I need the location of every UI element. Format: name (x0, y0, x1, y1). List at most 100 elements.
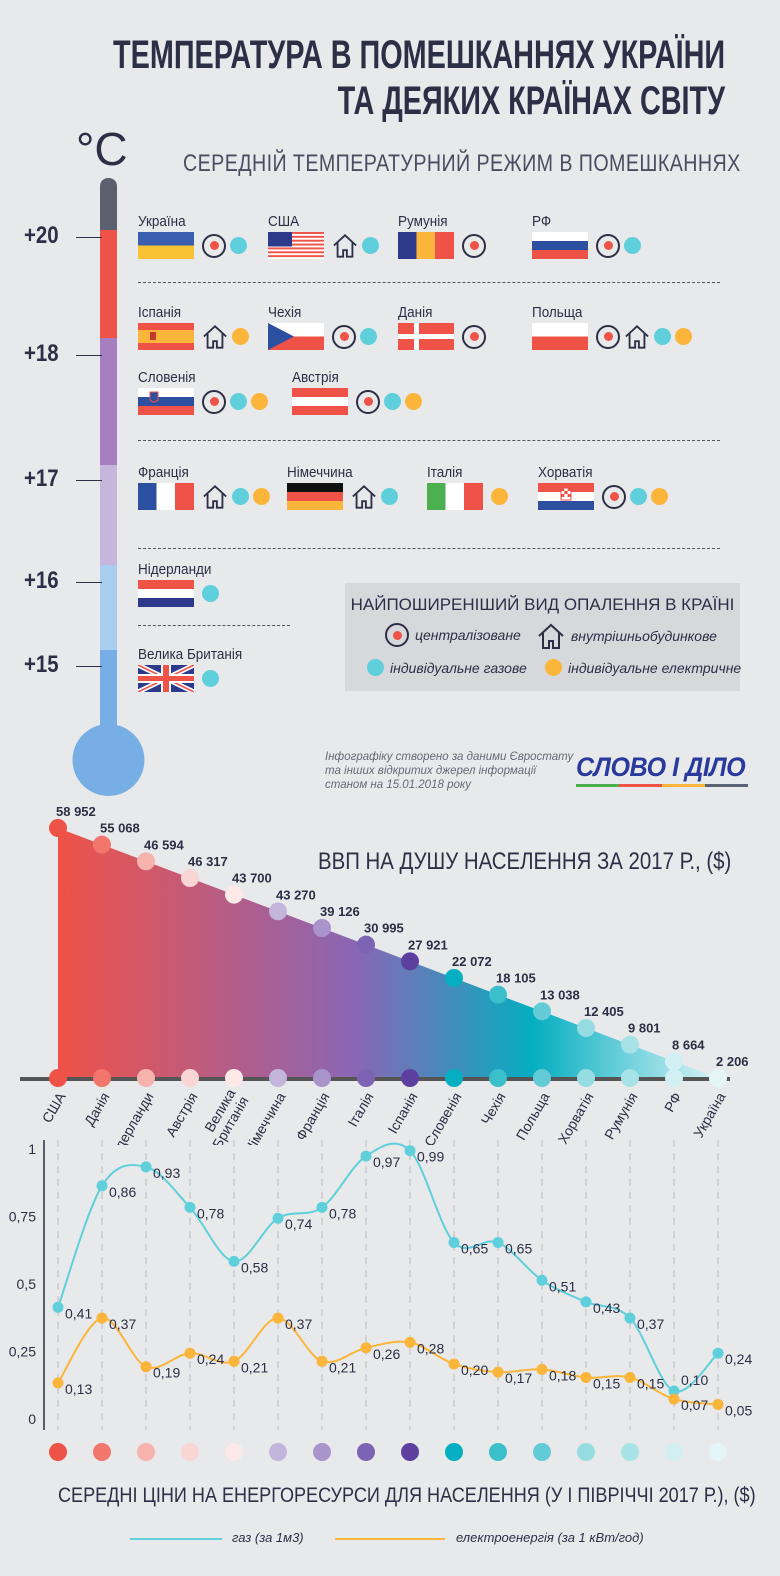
electric-heating-icon (232, 328, 249, 345)
country-entry: Польща (532, 305, 692, 350)
gdp-value-label: 55 068 (100, 821, 140, 836)
title-line-1: ТЕМПЕРАТУРА В ПОМЕШКАННЯХ УКРАЇНИ (112, 33, 725, 77)
divider (138, 440, 720, 441)
country-name: Австрія (292, 369, 339, 386)
country-dot (401, 1443, 419, 1461)
gdp-point (533, 1002, 551, 1021)
data-label: 0,43 (593, 1300, 620, 1316)
house-icon (333, 234, 357, 258)
gdp-category-label: Україна (690, 1089, 729, 1140)
temperature-tick (76, 355, 102, 356)
country-name: Хорватія (538, 464, 593, 481)
gdp-baseline (20, 1077, 730, 1081)
data-point (52, 1301, 64, 1313)
heating-legend: НАЙПОШИРЕНІШИЙ ВИД ОПАЛЕННЯ В КРАЇНІ цен… (345, 583, 741, 691)
flag-si-icon (138, 388, 194, 415)
temperature-label: +17 (24, 465, 59, 492)
country-entry: Словенія (138, 370, 268, 415)
data-point (404, 1336, 416, 1348)
data-label: 0,21 (329, 1359, 356, 1375)
house-icon (203, 325, 227, 349)
gdp-category-label: Австрія (162, 1090, 200, 1140)
note-line-2: та інших відкритих джерел інформації (325, 765, 536, 777)
legend-gas-line (130, 1538, 222, 1540)
gdp-value-label: 18 105 (496, 971, 536, 986)
gdp-value-label: 30 995 (364, 921, 404, 936)
gdp-base-dot (665, 1069, 683, 1087)
data-label: 0,15 (593, 1376, 620, 1392)
data-point (448, 1237, 460, 1248)
data-point (624, 1312, 636, 1324)
gas-heating-icon (202, 670, 219, 687)
gdp-point (225, 885, 243, 904)
central-heating-icon (602, 484, 626, 509)
gdp-point (401, 952, 419, 971)
central-heating-icon (385, 623, 409, 647)
country-name: Словенія (138, 369, 196, 386)
source-note: Інфографіку створено за даними Євростату… (325, 750, 573, 792)
country-entry: Данія (398, 305, 486, 350)
gas-heating-icon (360, 328, 377, 345)
country-dot (533, 1443, 551, 1461)
country-entry: Нідерланди (138, 562, 220, 607)
country-name: РФ (532, 213, 552, 230)
gdp-category-label: Хорватія (554, 1090, 596, 1146)
data-label: 0,65 (505, 1241, 532, 1257)
data-point (580, 1372, 592, 1383)
temperature-label: +20 (24, 222, 59, 249)
country-entry: Італія (427, 465, 508, 510)
data-point (360, 1342, 372, 1354)
prices-chart: 0 0,25 0,5 0,75 1 0,41 0,86 0,93 0,78 0,58 0,74 0,7… (9, 1140, 752, 1461)
gdp-value-label: 46 317 (188, 854, 228, 869)
data-point (536, 1274, 548, 1286)
gdp-value-label: 8 664 (672, 1037, 705, 1052)
gas-heating-icon (230, 237, 247, 254)
subtitle: СЕРЕДНІЙ ТЕМПЕРАТУРНИЙ РЕЖИМ В ПОМЕШКАНН… (183, 150, 741, 177)
data-point (96, 1312, 108, 1324)
country-name: Франція (138, 464, 189, 481)
gdp-base-dot (621, 1069, 639, 1087)
prices-chart-title: СЕРЕДНІ ЦІНИ НА ЕНЕРГОРЕСУРСИ ДЛЯ НАСЕЛЕ… (58, 1484, 756, 1507)
flag-cz-icon (268, 323, 324, 350)
data-point (140, 1361, 152, 1373)
country-dot (137, 1443, 155, 1461)
gas-heating-icon (232, 488, 249, 505)
gas-heating-icon (230, 393, 247, 410)
electric-heating-icon (405, 393, 422, 410)
gdp-base-dot (49, 1069, 67, 1087)
data-label: 0,41 (65, 1305, 92, 1321)
legend-central: централізоване (415, 627, 521, 643)
gdp-category-label: Польща (513, 1089, 553, 1142)
data-label: 0,18 (549, 1367, 576, 1383)
gas-heating-icon (202, 585, 219, 602)
gdp-base-dot (709, 1069, 727, 1087)
flag-pl-icon (532, 323, 588, 350)
country-entry: Хорватія (538, 465, 668, 510)
gdp-value-label: 27 921 (408, 937, 448, 952)
data-label: 0,99 (417, 1149, 444, 1165)
gdp-base-dot (489, 1069, 507, 1087)
gdp-value-label: 12 405 (584, 1004, 624, 1019)
gdp-value-label: 2 206 (716, 1054, 749, 1069)
data-label: 0,78 (329, 1205, 356, 1221)
data-label: 0,51 (549, 1278, 576, 1294)
data-point (492, 1366, 504, 1378)
house-icon (625, 325, 649, 349)
data-point (228, 1355, 240, 1367)
country-name: Німеччина (287, 464, 353, 481)
country-name: Нідерланди (138, 561, 212, 578)
gdp-point (621, 1035, 639, 1054)
gas-heating-icon (624, 237, 641, 254)
country-dot (225, 1443, 243, 1461)
electric-heating-icon (651, 488, 668, 505)
data-label: 0,13 (65, 1381, 92, 1397)
gdp-value-label: 39 126 (320, 904, 360, 919)
gdp-point (49, 819, 67, 837)
central-heating-icon (596, 233, 620, 258)
temperature-tick (76, 582, 102, 583)
gdp-value-label: 46 594 (144, 837, 185, 852)
data-label: 0,20 (461, 1362, 488, 1378)
flag-ru-icon (532, 232, 588, 259)
country-name: Україна (138, 213, 186, 230)
divider (138, 625, 290, 626)
